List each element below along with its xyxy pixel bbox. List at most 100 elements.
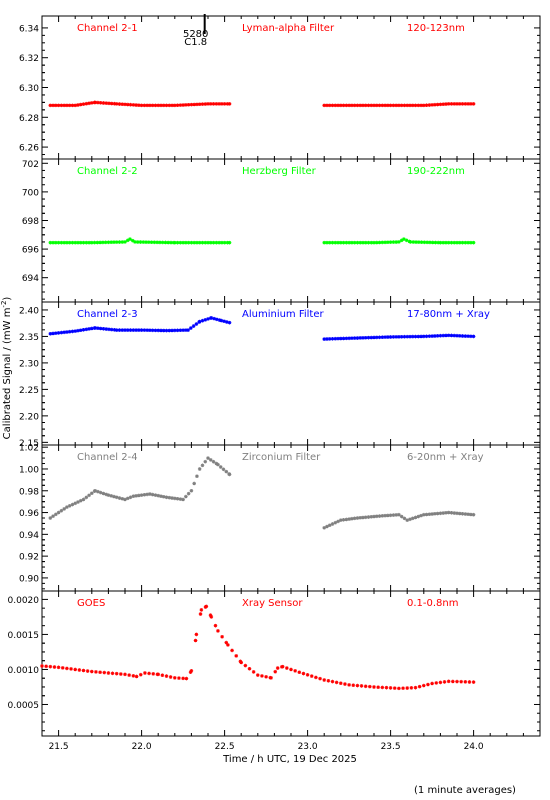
data-point (112, 240, 116, 244)
data-point (200, 102, 205, 106)
data-point (178, 240, 183, 245)
data-point (147, 671, 151, 676)
data-point (336, 103, 340, 108)
y-tick-label: 6.30 (19, 84, 39, 94)
data-point (168, 675, 173, 679)
data-point (166, 240, 171, 245)
data-point (347, 336, 351, 341)
data-point (438, 680, 443, 685)
data-point (221, 467, 226, 472)
data-point (184, 328, 188, 332)
data-point (76, 240, 80, 245)
data-point (333, 520, 338, 525)
data-point (67, 240, 72, 245)
data-point (159, 328, 163, 333)
data-point (336, 519, 340, 524)
data-point (200, 240, 205, 245)
data-point (372, 103, 376, 108)
y-tick-label: 6.32 (19, 54, 39, 64)
y-tick-label: 698 (22, 217, 39, 227)
data-point (422, 683, 426, 688)
data-point (388, 513, 393, 518)
data-point (56, 103, 61, 108)
data-point (326, 678, 331, 683)
data-point (181, 676, 185, 681)
data-point (455, 333, 459, 338)
filter-label: Lyman-alpha Filter (242, 23, 335, 34)
data-point (333, 240, 338, 245)
data-point (394, 513, 398, 517)
filter-label: Xray Sensor (242, 598, 303, 609)
data-point (358, 515, 362, 520)
data-point (446, 510, 451, 515)
data-point (419, 513, 423, 518)
data-point (175, 103, 180, 108)
data-point (322, 526, 326, 530)
data-point (160, 673, 165, 678)
data-point (322, 240, 326, 245)
data-point (383, 513, 387, 518)
data-point (449, 510, 454, 515)
data-point (309, 674, 314, 678)
data-point (216, 629, 220, 633)
y-tick-label: 0.92 (19, 553, 39, 563)
data-point (167, 103, 172, 108)
y-tick-label: 2.25 (19, 386, 39, 396)
channel-label: Channel 2-2 (77, 166, 138, 177)
data-point (62, 103, 66, 108)
data-point (441, 333, 446, 338)
data-point (363, 515, 368, 520)
data-point (330, 679, 335, 684)
data-point (352, 336, 357, 340)
data-point (350, 336, 354, 340)
data-point (438, 240, 443, 245)
data-point (391, 103, 396, 108)
data-point (112, 328, 117, 332)
data-point (428, 240, 432, 245)
data-point (377, 335, 382, 340)
data-point (358, 103, 362, 108)
data-point (203, 459, 208, 464)
data-point (224, 469, 229, 474)
data-point (330, 103, 335, 108)
data-point (213, 623, 218, 628)
data-point (399, 514, 404, 519)
data-point (217, 102, 221, 106)
data-point (73, 667, 77, 672)
data-point (77, 668, 82, 672)
data-point (101, 101, 106, 105)
data-point (156, 672, 160, 677)
data-point (441, 102, 446, 107)
y-tick-label: 2.30 (19, 359, 39, 369)
data-point (90, 491, 94, 496)
data-point (422, 334, 426, 339)
data-point (215, 317, 219, 322)
data-point (48, 331, 53, 336)
data-point (377, 103, 382, 108)
data-point (208, 102, 213, 106)
data-point (125, 238, 130, 243)
data-point (134, 103, 138, 107)
data-point (67, 103, 72, 108)
data-point (123, 102, 127, 107)
data-point (366, 515, 371, 519)
data-point (123, 672, 127, 677)
band-label: 6-20nm + Xray (407, 452, 484, 463)
data-point (410, 516, 415, 521)
data-point (173, 103, 177, 108)
data-point (463, 680, 468, 684)
data-point (222, 319, 226, 324)
data-point (336, 240, 340, 245)
data-point (463, 102, 468, 106)
data-point (330, 240, 335, 245)
data-point (227, 472, 232, 477)
data-point (78, 240, 83, 245)
y-tick-label: 0.96 (19, 509, 39, 519)
data-point (361, 103, 365, 108)
data-point (216, 462, 220, 467)
data-point (107, 101, 111, 106)
data-point (54, 512, 58, 517)
data-point (347, 103, 351, 108)
data-point (145, 492, 149, 497)
data-point (224, 640, 229, 645)
